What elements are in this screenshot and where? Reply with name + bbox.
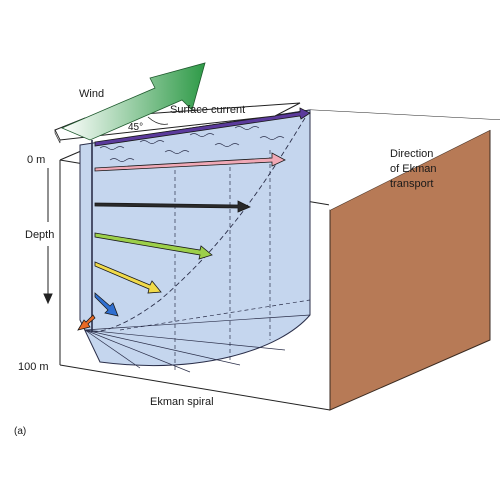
- direction-label-line2: of Ekman: [390, 163, 436, 175]
- arrow-blue: [94, 292, 119, 317]
- guide-lines: [119, 150, 311, 370]
- surface-waves: [99, 126, 285, 162]
- wind-label: Wind: [79, 88, 104, 100]
- depth-axis-arrow: [43, 168, 53, 305]
- current-arrows: [77, 107, 311, 331]
- depth-bottom-label: 100 m: [18, 361, 49, 373]
- wind-arrow: [60, 62, 206, 141]
- water-column: [79, 109, 311, 373]
- ekman-spiral-label: Ekman spiral: [150, 396, 214, 408]
- direction-label-line3: transport: [390, 178, 433, 190]
- land-block: [310, 110, 500, 411]
- surface-current-label: Surface current: [170, 104, 245, 116]
- depth-axis-label: Depth: [25, 229, 54, 241]
- panel-label: (a): [14, 426, 26, 437]
- arrow-orange: [77, 314, 96, 331]
- direction-label-line1: Direction: [390, 148, 433, 160]
- bottom-fan: [84, 314, 311, 373]
- angle-arc: [147, 116, 169, 125]
- depth-top-label: 0 m: [27, 154, 45, 166]
- arrow-yellow: [94, 261, 162, 294]
- angle-label: 45°: [128, 122, 143, 133]
- arrow-pink: [94, 152, 286, 172]
- surface-current-arrow: [94, 107, 311, 147]
- arrow-green: [94, 232, 213, 260]
- arrow-black: [94, 200, 251, 213]
